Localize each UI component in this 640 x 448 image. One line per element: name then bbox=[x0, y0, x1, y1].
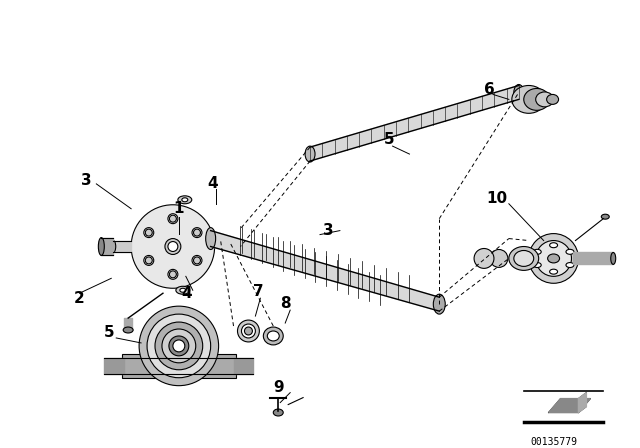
Ellipse shape bbox=[244, 327, 252, 335]
Ellipse shape bbox=[514, 85, 524, 100]
Text: 00135779: 00135779 bbox=[530, 437, 577, 448]
Text: 5: 5 bbox=[104, 326, 115, 340]
Ellipse shape bbox=[602, 214, 609, 219]
Text: 1: 1 bbox=[173, 201, 184, 216]
Ellipse shape bbox=[237, 320, 259, 342]
Ellipse shape bbox=[529, 233, 579, 283]
Ellipse shape bbox=[180, 288, 186, 292]
Text: 3: 3 bbox=[323, 223, 333, 238]
Polygon shape bbox=[579, 392, 586, 413]
Ellipse shape bbox=[512, 86, 546, 113]
Ellipse shape bbox=[111, 241, 116, 253]
Ellipse shape bbox=[533, 250, 541, 254]
Polygon shape bbox=[234, 358, 253, 374]
Polygon shape bbox=[573, 253, 613, 264]
Polygon shape bbox=[310, 86, 519, 161]
Ellipse shape bbox=[131, 205, 214, 288]
Ellipse shape bbox=[611, 253, 616, 264]
Text: 5: 5 bbox=[384, 132, 395, 146]
Text: 7: 7 bbox=[253, 284, 264, 299]
Ellipse shape bbox=[273, 409, 284, 416]
Ellipse shape bbox=[170, 271, 177, 278]
Ellipse shape bbox=[566, 263, 574, 267]
Ellipse shape bbox=[182, 198, 188, 202]
Ellipse shape bbox=[193, 229, 200, 236]
Ellipse shape bbox=[192, 228, 202, 237]
Ellipse shape bbox=[490, 250, 508, 267]
Polygon shape bbox=[104, 358, 124, 374]
Ellipse shape bbox=[474, 249, 494, 268]
Ellipse shape bbox=[145, 229, 152, 236]
Ellipse shape bbox=[268, 331, 279, 341]
Ellipse shape bbox=[168, 241, 178, 251]
Ellipse shape bbox=[524, 88, 550, 110]
Ellipse shape bbox=[176, 286, 190, 294]
Ellipse shape bbox=[168, 269, 178, 279]
Polygon shape bbox=[211, 231, 439, 311]
Ellipse shape bbox=[433, 294, 445, 314]
Ellipse shape bbox=[509, 246, 539, 270]
Text: 4: 4 bbox=[182, 286, 192, 301]
Text: 2: 2 bbox=[74, 291, 85, 306]
Ellipse shape bbox=[193, 257, 200, 264]
FancyBboxPatch shape bbox=[122, 354, 236, 378]
Ellipse shape bbox=[178, 196, 192, 204]
Ellipse shape bbox=[536, 92, 554, 107]
Ellipse shape bbox=[305, 146, 315, 162]
Ellipse shape bbox=[548, 254, 559, 263]
Ellipse shape bbox=[155, 322, 203, 370]
Ellipse shape bbox=[566, 250, 574, 254]
Ellipse shape bbox=[170, 215, 177, 222]
Ellipse shape bbox=[514, 250, 534, 267]
Polygon shape bbox=[548, 399, 590, 413]
Text: 6: 6 bbox=[484, 82, 494, 97]
Ellipse shape bbox=[205, 228, 216, 250]
Ellipse shape bbox=[165, 238, 181, 254]
Text: 9: 9 bbox=[273, 380, 284, 395]
Text: 3: 3 bbox=[81, 173, 92, 189]
Ellipse shape bbox=[145, 257, 152, 264]
Ellipse shape bbox=[168, 214, 178, 224]
Ellipse shape bbox=[533, 263, 541, 267]
Ellipse shape bbox=[550, 243, 557, 248]
Ellipse shape bbox=[144, 228, 154, 237]
Ellipse shape bbox=[536, 241, 572, 276]
Ellipse shape bbox=[139, 306, 219, 386]
Text: 10: 10 bbox=[486, 191, 508, 206]
Text: 8: 8 bbox=[280, 296, 291, 310]
Ellipse shape bbox=[123, 327, 133, 333]
Ellipse shape bbox=[547, 95, 559, 104]
Ellipse shape bbox=[550, 269, 557, 274]
Ellipse shape bbox=[99, 237, 104, 255]
Ellipse shape bbox=[192, 255, 202, 265]
Ellipse shape bbox=[173, 340, 185, 352]
Ellipse shape bbox=[263, 327, 284, 345]
Ellipse shape bbox=[241, 324, 255, 338]
Text: 4: 4 bbox=[207, 177, 218, 191]
Ellipse shape bbox=[162, 329, 196, 363]
Ellipse shape bbox=[169, 336, 189, 356]
Ellipse shape bbox=[147, 314, 211, 378]
Ellipse shape bbox=[144, 255, 154, 265]
